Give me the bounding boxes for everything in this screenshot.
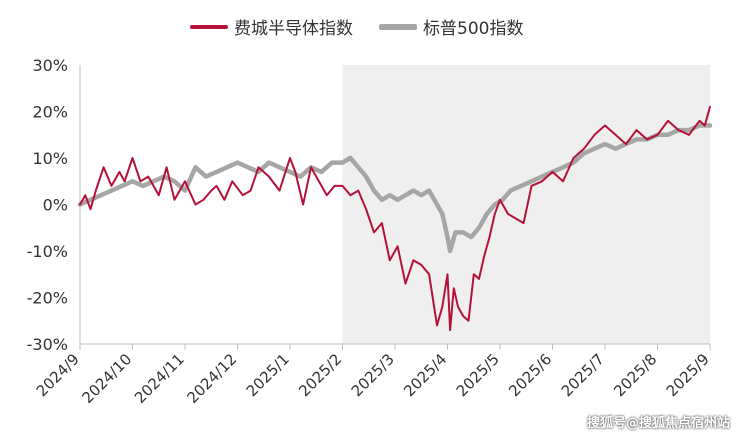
x-tick-label: 2025/2 — [295, 350, 345, 400]
x-tick-label: 2024/11 — [131, 350, 188, 407]
x-tick-label: 2025/3 — [348, 350, 398, 400]
x-tick-label: 2025/6 — [505, 350, 555, 400]
x-tick-label: 2025/4 — [400, 350, 450, 400]
series-line-sox — [79, 105, 711, 332]
x-tick-label: 2025/5 — [453, 350, 503, 400]
x-tick-label: 2025/7 — [558, 350, 608, 400]
x-tick-label: 2024/10 — [79, 350, 136, 407]
legend-swatch-sox — [190, 24, 228, 29]
watermark: 搜狐号@搜狐焦点宿州站 — [586, 416, 730, 431]
y-tick-label: 30% — [32, 56, 68, 75]
y-tick-label: -10% — [27, 242, 68, 261]
x-tick-label: 2025/8 — [610, 350, 660, 400]
shaded-region — [342, 65, 710, 344]
x-tick-label: 2024/9 — [33, 350, 83, 400]
legend-label-sox: 费城半导体指数 — [234, 19, 353, 39]
y-tick-label: 20% — [32, 103, 68, 122]
x-tick-label: 2025/1 — [243, 350, 293, 400]
chart-legend: 费城半导体指数 标普500指数 — [190, 14, 549, 39]
legend-item-sp500: 标普500指数 — [379, 14, 523, 39]
x-tick-label: 2024/12 — [184, 350, 241, 407]
y-tick-label: 10% — [32, 149, 68, 168]
legend-swatch-sp500 — [379, 23, 417, 30]
legend-label-sp500: 标普500指数 — [423, 19, 524, 39]
series-line-sp500 — [77, 123, 713, 254]
y-tick-label: 0% — [43, 196, 68, 215]
y-tick-label: -30% — [27, 335, 68, 354]
y-tick-label: -20% — [27, 289, 68, 308]
legend-item-sox: 费城半导体指数 — [190, 14, 353, 39]
x-tick-label: 2025/9 — [663, 350, 713, 400]
